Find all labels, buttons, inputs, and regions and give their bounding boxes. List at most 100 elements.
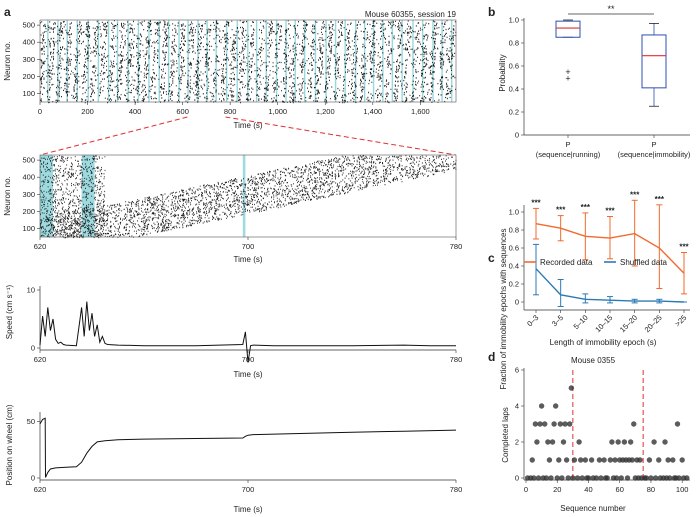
scatter-point	[684, 475, 690, 481]
highlight-stripe	[363, 20, 366, 102]
xtick-label: 400	[129, 107, 142, 116]
panel-a4-position: 0 50 620 700 780 Position on wheel (cm) Time…	[5, 404, 462, 514]
xtick-label: 3–5	[550, 313, 565, 328]
ytick-label: 300	[22, 190, 35, 199]
boxplot-boxes: ++P(sequence|running)P(sequence|immobili…	[536, 4, 691, 159]
scatter-point	[543, 475, 550, 481]
ytick-label: 500	[22, 156, 35, 165]
spike-raster-full	[39, 20, 457, 104]
ytick-label: 1.0	[509, 16, 519, 25]
highlight-stripe	[372, 20, 375, 102]
highlight-stripe	[325, 20, 327, 102]
scatter-point	[554, 475, 560, 481]
scatter-point	[618, 475, 624, 481]
scatter-point	[535, 475, 542, 481]
ytick-label: 0.2	[509, 280, 519, 289]
zoom-connector-right	[225, 116, 457, 156]
xtick-label: 0–3	[525, 313, 540, 328]
highlight-stripe	[265, 20, 267, 102]
scatter-point	[596, 457, 603, 463]
scatter-point	[557, 421, 564, 427]
ytick-label: 0.4	[509, 262, 519, 271]
scatter-point	[629, 457, 635, 463]
line-chart-xlabel: Length of immobility epoch (s)	[550, 338, 657, 347]
xtick-label: 1,600	[411, 107, 430, 116]
ytick-label: 0	[515, 474, 519, 483]
scatter-point	[665, 457, 671, 463]
ytick-label: 0	[515, 131, 519, 140]
scatter-point	[570, 475, 576, 481]
position-ylabel: Position on wheel (cm)	[5, 404, 14, 485]
panel-c-line-errorbars: 0 0.2 0.4 0.6 0.8 1.0 0–3 3–5 5–10 10–15 15–20 20–2…	[499, 190, 690, 389]
raster-zoom-yticks: 100 200 300 400 500	[22, 156, 40, 233]
xtick-label: 700	[242, 485, 255, 494]
scatter-points	[524, 385, 690, 481]
highlight-stripe	[450, 20, 453, 102]
legend-label: Recorded data	[540, 258, 593, 267]
xtick-label: >25	[673, 313, 688, 328]
significance-stars: ***	[630, 190, 640, 199]
xtick-label: 20–25	[643, 313, 664, 334]
scatter-point	[646, 457, 653, 463]
significance-stars: ***	[655, 195, 665, 204]
significance-stars: ***	[679, 243, 689, 252]
highlight-stripe	[137, 20, 140, 102]
scatter-point	[585, 475, 592, 481]
ytick-label: 200	[22, 72, 35, 81]
xtick-label: 80	[647, 485, 655, 494]
highlight-stripe	[116, 20, 119, 102]
xtick-label: 700	[242, 242, 255, 251]
scatter-point	[662, 439, 668, 445]
raster-full-ylabel: Neuron no.	[3, 41, 12, 81]
highlight-stripe	[354, 20, 357, 102]
raster-full-xlabel: Time (s)	[233, 121, 262, 130]
highlight-stripe	[97, 20, 100, 102]
xtick-label: P	[565, 140, 570, 149]
scatter-point	[612, 457, 618, 463]
outlier-marker: +	[565, 74, 570, 84]
scatter-point	[582, 457, 589, 463]
raster-zoom-xticks: 620 700 780	[34, 237, 462, 251]
xtick-label: 200	[81, 107, 94, 116]
scatter-point	[531, 475, 537, 481]
highlight-stripe	[401, 20, 403, 102]
scatter-point	[552, 403, 559, 409]
scatter-point	[579, 475, 585, 481]
scatter-point	[568, 385, 574, 391]
scatter-point	[559, 475, 565, 481]
ytick-label: 400	[22, 173, 35, 182]
spike-raster-zoom	[39, 155, 457, 239]
xtick-label: 620	[34, 485, 47, 494]
raster-full-title: Mouse 60355, session 19	[365, 10, 457, 19]
panel-a1-raster-full: Mouse 60355, session 19 100200300400500 …	[3, 10, 457, 130]
xtick-label: 780	[450, 355, 463, 364]
xtick-label: 600	[176, 107, 189, 116]
speed-xlabel: Time (s)	[233, 370, 262, 379]
xtick-label: 1,000	[268, 107, 287, 116]
ytick-label: 6	[515, 366, 519, 375]
scatter-point	[627, 439, 634, 445]
raster-full-frame	[39, 19, 457, 103]
raster-full-xticks: 0 200 400 600 800 1,000 1,200 1,400 1,600	[38, 102, 430, 116]
scatter-point	[546, 457, 553, 463]
ytick-label: 400	[22, 38, 35, 47]
speed-trace	[39, 301, 456, 363]
highlight-stripe	[47, 20, 49, 102]
xtick-label: 5–10	[572, 313, 590, 331]
raster-full-marks	[39, 20, 457, 104]
ytick-label: 0.6	[509, 244, 519, 253]
highlight-stripe	[167, 20, 170, 102]
significance-stars: ***	[556, 206, 566, 215]
line-chart-legend: Recorded data Shuffled data	[524, 258, 668, 267]
outlier-marker: +	[565, 67, 570, 77]
position-trace	[39, 417, 457, 478]
legend-label: Shuffled data	[620, 258, 668, 267]
significance-stars: ***	[581, 203, 591, 212]
scatter-point	[548, 475, 554, 481]
scatter-point	[556, 457, 562, 463]
scatter-point	[631, 421, 637, 427]
ytick-label: 2	[515, 438, 519, 447]
highlight-stripe	[178, 20, 180, 102]
